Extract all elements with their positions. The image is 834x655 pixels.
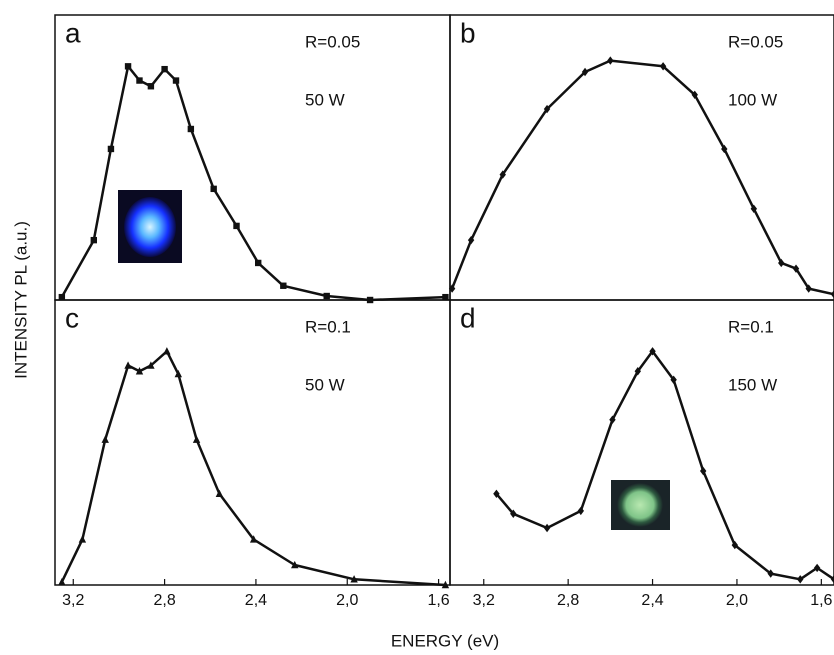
marker [90, 236, 98, 244]
marker [124, 63, 132, 70]
spectrum-line [495, 350, 834, 581]
marker [467, 235, 475, 245]
marker [543, 523, 551, 533]
annotation: 50 W [305, 375, 345, 394]
x-tick-label: 3,2 [473, 592, 495, 609]
marker [233, 222, 240, 230]
panel-letter: a [65, 17, 81, 48]
x-tick-label: 2,8 [153, 592, 175, 609]
panel-frame [449, 299, 834, 586]
marker [721, 144, 728, 154]
marker [649, 347, 656, 356]
marker [291, 560, 299, 569]
marker [323, 292, 330, 300]
marker [691, 90, 698, 99]
marker [543, 104, 551, 114]
panel-letter: b [460, 17, 476, 48]
marker [101, 435, 109, 443]
marker [577, 506, 585, 516]
marker [731, 540, 739, 550]
marker [174, 369, 182, 378]
annotation: R=0.05 [305, 32, 360, 51]
marker [161, 65, 168, 73]
spectrum-line [60, 350, 446, 587]
annotation: 50 W [305, 90, 345, 109]
marker [493, 489, 500, 498]
marker [135, 367, 144, 375]
marker [147, 83, 155, 90]
marker [607, 56, 614, 65]
marker [830, 575, 834, 584]
marker [58, 577, 66, 586]
marker [767, 569, 774, 578]
marker [215, 489, 224, 497]
marker [124, 361, 132, 369]
inset-spot [617, 483, 663, 527]
marker [280, 282, 287, 289]
marker [805, 284, 812, 293]
marker [499, 170, 506, 179]
x-axis-title: ENERGY (eV) [391, 631, 499, 650]
marker [670, 375, 677, 384]
annotation: 150 W [728, 375, 777, 394]
inset-spot [124, 197, 176, 257]
marker [581, 67, 589, 77]
marker [830, 290, 834, 299]
marker [58, 293, 66, 301]
marker [210, 185, 217, 193]
panel-letter: c [65, 302, 79, 333]
marker [249, 535, 258, 543]
marker [187, 125, 195, 133]
annotation: R=0.1 [305, 317, 351, 336]
marker [255, 259, 262, 267]
marker [147, 361, 155, 369]
marker [78, 535, 87, 543]
x-tick-label: 2,4 [641, 592, 663, 609]
marker [172, 77, 180, 84]
spectrum-line [450, 59, 834, 296]
marker [609, 415, 616, 424]
marker [107, 145, 115, 153]
marker [192, 435, 201, 443]
marker [634, 367, 641, 376]
x-tick-label: 2,0 [726, 592, 748, 609]
marker [448, 284, 456, 293]
marker [659, 62, 667, 71]
marker [350, 575, 358, 583]
marker [750, 204, 758, 213]
x-tick-label: 1,6 [810, 592, 832, 609]
x-tick-label: 1,6 [427, 592, 449, 609]
y-axis-title: INTENSITY PL (a.u.) [11, 221, 30, 379]
x-tick-label: 2,4 [245, 592, 267, 609]
marker [778, 258, 785, 268]
marker [813, 563, 821, 573]
marker [441, 580, 450, 589]
marker [510, 509, 517, 518]
marker [442, 293, 449, 301]
annotation: R=0.05 [728, 32, 783, 51]
marker [797, 575, 804, 584]
annotation: 100 W [728, 90, 777, 109]
marker [792, 264, 800, 273]
x-tick-label: 2,0 [336, 592, 358, 609]
annotation: R=0.1 [728, 317, 774, 336]
plots: a R=0.05 50 W b R=0.05 100 W c R=0.1 50 W 3,2 2,8 2… [54, 14, 834, 609]
x-tick-label: 3,2 [62, 592, 84, 609]
panel-frame [54, 14, 451, 301]
x-tick-label: 2,8 [557, 592, 579, 609]
panel-frame [449, 14, 834, 301]
panel-letter: d [460, 302, 476, 333]
marker [136, 77, 143, 84]
spectrum-line [60, 65, 446, 302]
marker [163, 347, 171, 355]
marker [699, 466, 707, 476]
